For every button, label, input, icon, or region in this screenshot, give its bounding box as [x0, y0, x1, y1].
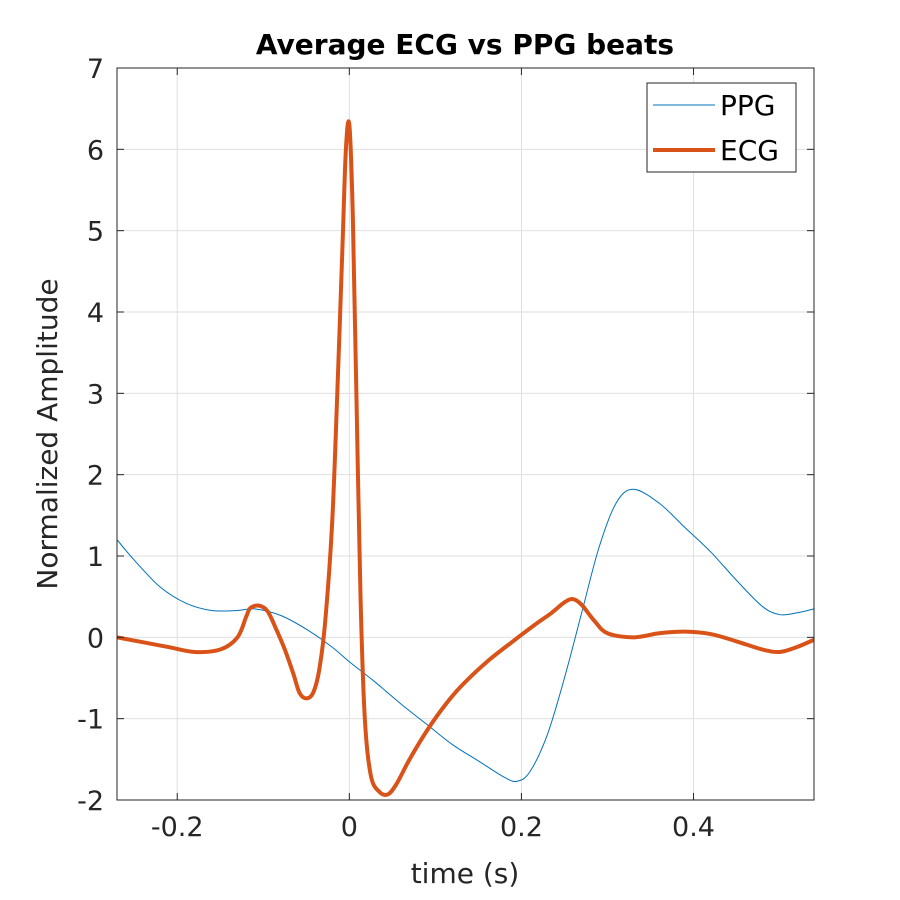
y-tick-label: 2 [87, 461, 104, 492]
y-tick-label: -1 [77, 705, 104, 736]
x-tick-label: 0.4 [672, 812, 715, 843]
axes-frame [116, 67, 815, 801]
y-tick-label: 3 [87, 379, 104, 410]
chart-title: Average ECG vs PPG beats [256, 28, 674, 61]
y-tick-label: 4 [87, 298, 104, 329]
x-tick-label: 0.2 [500, 812, 543, 843]
grid [117, 67, 814, 801]
y-axis-label: Normalized Amplitude [31, 278, 64, 589]
y-tick-label: 0 [87, 623, 104, 654]
x-tick-label: -0.2 [151, 812, 204, 843]
legend-box [646, 82, 797, 173]
x-tick-label: 0 [341, 812, 358, 843]
series-line-ppg [117, 488, 814, 783]
y-tick-label: -2 [77, 786, 104, 817]
axis-ticks: -0.2 0 0.2 0.4 -2 -1 0 1 2 3 4 5 6 7 [77, 54, 814, 843]
legend: PPG ECG [646, 82, 797, 173]
y-tick-label: 6 [87, 135, 104, 166]
series-line-ecg [117, 119, 814, 797]
x-axis-label: time (s) [411, 857, 520, 890]
y-tick-label: 1 [87, 542, 104, 573]
legend-label-ppg: PPG [720, 89, 775, 122]
y-tick-label: 5 [87, 217, 104, 248]
plot-area-series [117, 119, 814, 797]
y-tick-label: 7 [87, 54, 104, 85]
legend-label-ecg: ECG [720, 134, 779, 167]
